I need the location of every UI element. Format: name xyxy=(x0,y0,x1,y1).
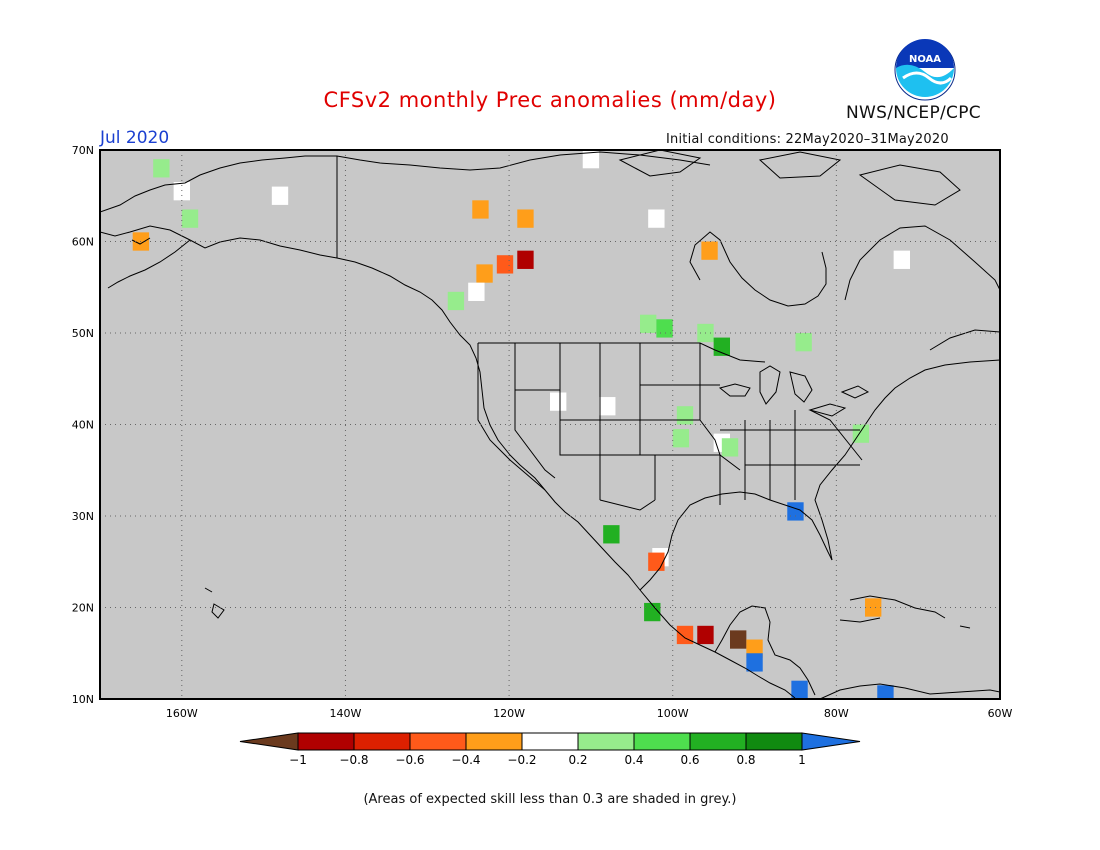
longitude-labels: 160W 140W 120W 100W 80W 60W xyxy=(166,707,1013,720)
anomaly-cell xyxy=(676,406,694,425)
colorbar-segment xyxy=(297,732,355,751)
anomaly-cell xyxy=(496,255,514,274)
anomaly-cell xyxy=(640,314,657,333)
anomaly-cell xyxy=(271,186,289,205)
colorbar-segment xyxy=(633,732,691,751)
graticule xyxy=(100,150,1000,699)
anomaly-cell xyxy=(476,264,493,283)
map-title: CFSv2 monthly Prec anomalies (mm/day) xyxy=(323,88,777,112)
anomaly-cell xyxy=(676,625,694,645)
latitude-tick-label: 40N xyxy=(72,419,94,432)
precipitation-anomaly-map: 70N 60N 50N 40N 30N 20N 10N 160W 140W 120W 100W 80… xyxy=(72,144,1013,720)
longitude-tick-label: 120W xyxy=(493,707,525,720)
anomaly-cell xyxy=(865,598,882,617)
latitude-tick-label: 60N xyxy=(72,236,94,249)
skill-footnote: (Areas of expected skill less than 0.3 a… xyxy=(363,792,737,807)
colorbar-segment xyxy=(745,732,803,751)
colorbar-segment xyxy=(465,732,523,751)
anomaly-cell xyxy=(746,653,763,672)
longitude-tick-label: 140W xyxy=(330,707,362,720)
anomaly-cell xyxy=(468,282,485,301)
agency-label: NWS/NCEP/CPC xyxy=(846,103,981,123)
colorbar-tick-label: 0.8 xyxy=(736,753,755,767)
noaa-logo: NOAA xyxy=(894,39,956,101)
latitude-labels: 70N 60N 50N 40N 30N 20N 10N xyxy=(72,144,94,706)
anomaly-cell xyxy=(550,392,567,411)
colorbar-tick-label: −0.6 xyxy=(395,753,424,767)
anomaly-cell xyxy=(599,397,616,416)
anomaly-cell xyxy=(697,625,714,645)
anomaly-cell xyxy=(852,424,870,443)
colorbar-segment xyxy=(353,732,411,751)
anomaly-cell xyxy=(644,602,661,622)
colorbar-tick-label: −0.8 xyxy=(339,753,368,767)
anomaly-cell xyxy=(791,680,808,699)
latitude-tick-label: 50N xyxy=(72,327,94,340)
colorbar-segment xyxy=(521,732,579,751)
anomaly-cell xyxy=(672,429,690,448)
latitude-tick-label: 30N xyxy=(72,510,94,523)
colorbar-tick-label: 0.2 xyxy=(568,753,587,767)
colorbar-tick-label: 1 xyxy=(798,753,806,767)
colorbar-tick-label: −0.4 xyxy=(451,753,480,767)
noaa-logo-text: NOAA xyxy=(909,54,941,65)
anomaly-cell xyxy=(877,685,894,699)
map-frame xyxy=(99,149,1001,700)
colorbar-tick-label: 0.4 xyxy=(624,753,643,767)
anomaly-cell xyxy=(447,291,465,311)
colorbar-tick-label: −0.2 xyxy=(507,753,536,767)
colorbar-segment xyxy=(409,732,467,751)
longitude-tick-label: 160W xyxy=(166,707,198,720)
anomaly-cell xyxy=(181,209,199,228)
colorbar-segment xyxy=(577,732,635,751)
anomaly-cell xyxy=(730,630,747,649)
longitude-tick-label: 100W xyxy=(657,707,689,720)
longitude-tick-label: 60W xyxy=(988,707,1013,720)
anomaly-cell xyxy=(472,200,489,219)
latitude-tick-label: 20N xyxy=(72,602,94,615)
latitude-tick-label: 70N xyxy=(72,144,94,157)
anomaly-cell xyxy=(582,150,600,169)
anomaly-cell xyxy=(893,250,910,269)
anomaly-cell xyxy=(648,552,665,571)
colorbar-tick-label: 0.6 xyxy=(680,753,699,767)
forecast-month-label: Jul 2020 xyxy=(100,128,170,148)
anomaly-cell xyxy=(795,333,812,352)
coastlines xyxy=(100,150,1000,699)
latitude-tick-label: 10N xyxy=(72,693,94,706)
anomaly-cell xyxy=(517,209,534,228)
anomaly-cell xyxy=(721,438,739,457)
colorbar: −1 −0.8 −0.6 −0.4 −0.2 0.2 0.4 0.6 0.8 1 xyxy=(239,732,861,767)
anomaly-cell xyxy=(603,525,620,544)
anomaly-cell xyxy=(701,241,718,260)
anomaly-cell xyxy=(517,250,534,269)
anomaly-cell xyxy=(648,209,665,228)
anomaly-cells xyxy=(132,150,910,699)
longitude-tick-label: 80W xyxy=(824,707,849,720)
colorbar-arrow-low xyxy=(239,732,299,751)
anomaly-cell xyxy=(153,159,170,178)
colorbar-arrow-high xyxy=(801,732,861,751)
colorbar-tick-label: −1 xyxy=(289,753,307,767)
anomaly-cell xyxy=(173,182,190,201)
colorbar-segment xyxy=(689,732,747,751)
initial-conditions-label: Initial conditions: 22May2020–31May2020 xyxy=(666,132,949,147)
anomaly-cell xyxy=(656,319,673,338)
